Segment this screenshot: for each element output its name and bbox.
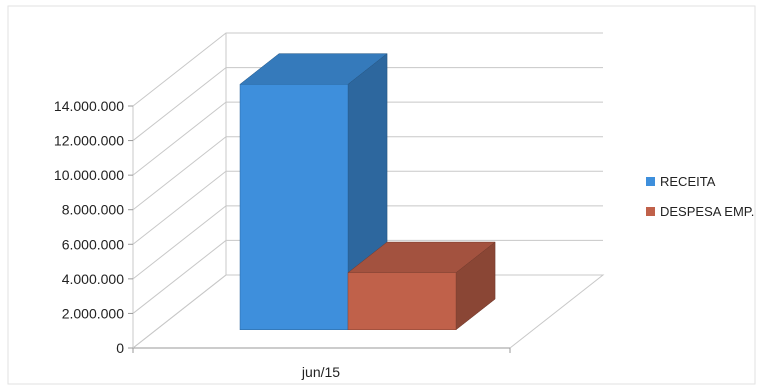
x-tick-label: jun/15 — [301, 364, 340, 380]
gridline — [132, 170, 603, 245]
chart-border — [7, 5, 756, 385]
bar-front — [347, 272, 457, 331]
y-tick-label: 2.000.000 — [62, 305, 124, 321]
y-tick-label: 6.000.000 — [62, 236, 124, 252]
gridline — [132, 101, 603, 176]
legend-item: DESPESA EMP. — [646, 204, 754, 219]
legend-label: RECEITA — [660, 174, 716, 189]
y-tick-label: 14.000.000 — [54, 98, 124, 114]
bar-front — [239, 84, 349, 330]
gridline — [132, 32, 603, 107]
gridline — [132, 239, 603, 314]
gridline — [132, 67, 603, 141]
y-tick-label: 4.000.000 — [62, 271, 124, 287]
legend-swatch — [646, 177, 655, 186]
x-axis-labels: jun/15 — [132, 348, 511, 380]
gridline — [132, 205, 603, 280]
y-tick-label: 12.000.000 — [54, 133, 124, 149]
bars — [239, 53, 496, 331]
y-tick-label: 0 — [116, 340, 124, 356]
gridline — [132, 136, 603, 211]
legend-label: DESPESA EMP. — [660, 204, 754, 219]
legend-item: RECEITA — [646, 174, 716, 189]
bar-despesa-emp — [347, 241, 496, 331]
legend-swatch — [646, 207, 655, 216]
y-tick-label: 8.000.000 — [62, 202, 124, 218]
legend: RECEITA DESPESA EMP. — [646, 174, 754, 219]
y-tick-label: 10.000.000 — [54, 167, 124, 183]
y-axis-ticks: 0 2.000.000 4.000.000 6.000.000 8.000.000 10.… — [54, 98, 133, 356]
